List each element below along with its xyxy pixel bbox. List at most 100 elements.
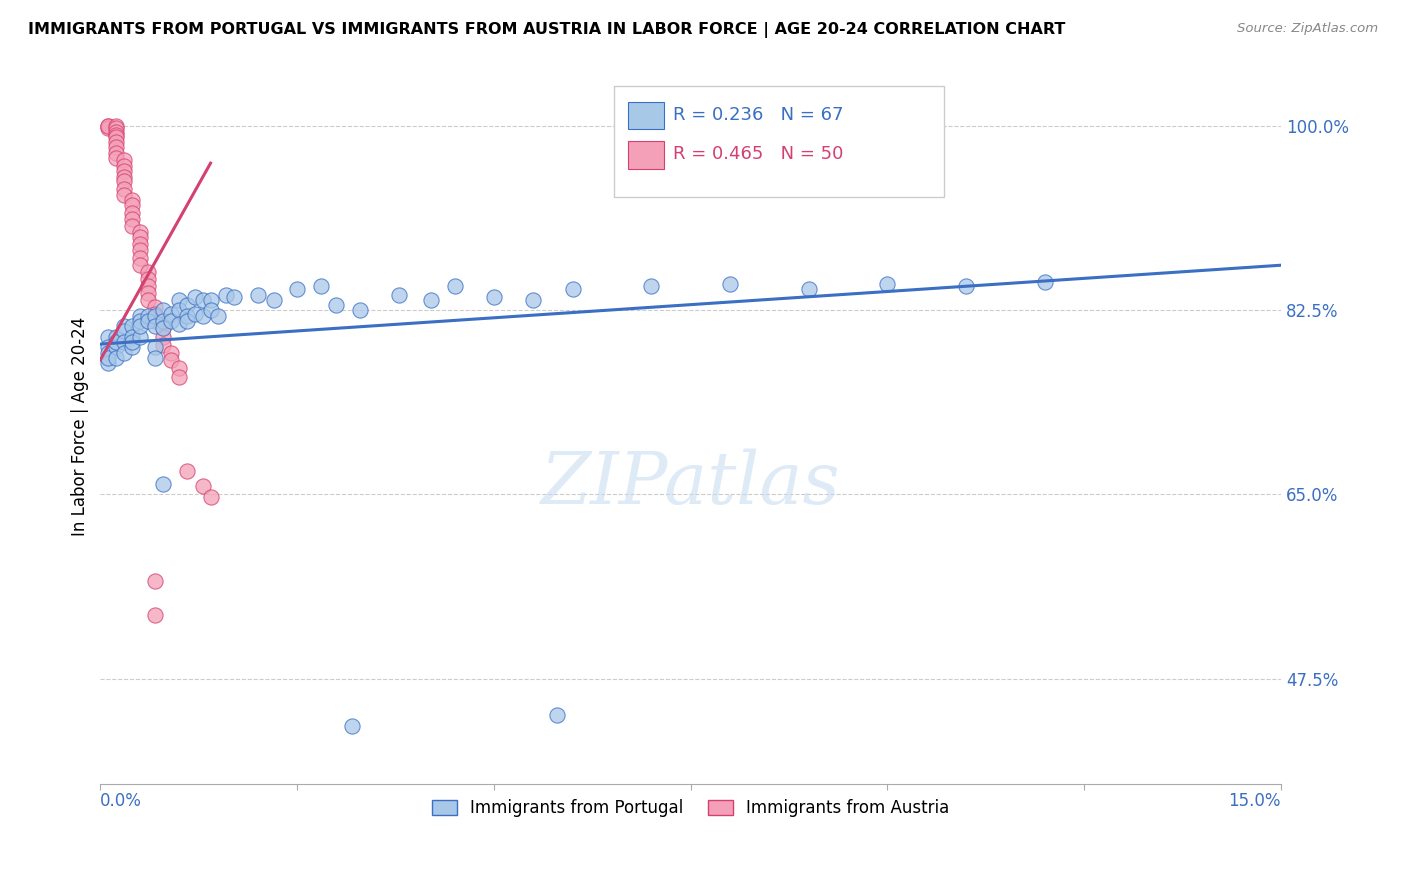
Point: [145, 351, 167, 365]
Point: [97, 356, 120, 370]
Text: IMMIGRANTS FROM PORTUGAL VS IMMIGRANTS FROM AUSTRIA IN LABOR FORCE | AGE 20-24 C: IMMIGRANTS FROM PORTUGAL VS IMMIGRANTS F…: [28, 22, 1066, 38]
Text: Source: ZipAtlas.com: Source: ZipAtlas.com: [1237, 22, 1378, 36]
Point: [136, 309, 159, 323]
Point: [482, 290, 505, 304]
Point: [152, 338, 174, 352]
Point: [136, 264, 159, 278]
Point: [97, 345, 120, 359]
Point: [112, 325, 135, 339]
Point: [876, 277, 898, 292]
Text: ZIPatlas: ZIPatlas: [541, 448, 841, 518]
Point: [105, 120, 128, 134]
Text: R = 0.465   N = 50: R = 0.465 N = 50: [673, 145, 844, 163]
Point: [955, 279, 977, 293]
Point: [112, 319, 135, 334]
Point: [105, 129, 128, 144]
Point: [176, 314, 198, 328]
Point: [128, 244, 150, 258]
Point: [112, 169, 135, 184]
Point: [145, 340, 167, 354]
Point: [388, 287, 411, 301]
Point: [152, 329, 174, 343]
Point: [419, 293, 441, 307]
Point: [121, 205, 143, 219]
Point: [797, 282, 820, 296]
Point: [718, 277, 741, 292]
Point: [167, 361, 190, 376]
Point: [207, 309, 229, 323]
Point: [160, 314, 183, 328]
Point: [128, 314, 150, 328]
Point: [145, 314, 167, 328]
Point: [145, 309, 167, 323]
Point: [546, 708, 568, 723]
Point: [160, 352, 183, 367]
Point: [167, 369, 190, 384]
Legend: Immigrants from Portugal, Immigrants from Austria: Immigrants from Portugal, Immigrants fro…: [423, 791, 957, 825]
Point: [105, 329, 128, 343]
Point: [145, 608, 167, 623]
Point: [112, 159, 135, 173]
Point: [121, 329, 143, 343]
Text: R = 0.236   N = 67: R = 0.236 N = 67: [673, 106, 844, 124]
Point: [97, 120, 120, 134]
Point: [112, 174, 135, 188]
Point: [152, 314, 174, 328]
Point: [121, 319, 143, 334]
Bar: [628, 142, 664, 169]
Point: [97, 120, 120, 134]
Point: [136, 272, 159, 286]
Point: [191, 309, 214, 323]
Point: [224, 290, 246, 304]
Text: 0.0%: 0.0%: [100, 792, 142, 810]
Point: [160, 345, 183, 359]
Point: [152, 303, 174, 318]
Point: [167, 303, 190, 318]
Point: [152, 477, 174, 491]
Point: [128, 309, 150, 323]
Point: [167, 317, 190, 331]
Point: [112, 334, 135, 349]
Y-axis label: In Labor Force | Age 20-24: In Labor Force | Age 20-24: [72, 317, 89, 536]
Point: [112, 163, 135, 178]
Point: [167, 293, 190, 307]
Point: [105, 125, 128, 139]
Point: [285, 282, 308, 296]
Point: [121, 193, 143, 207]
Point: [105, 351, 128, 365]
Point: [128, 329, 150, 343]
Point: [200, 293, 222, 307]
Point: [176, 464, 198, 478]
Point: [184, 290, 207, 304]
Point: [184, 307, 207, 321]
Point: [263, 293, 285, 307]
Point: [640, 279, 662, 293]
Point: [105, 334, 128, 349]
Point: [349, 303, 371, 318]
Point: [128, 237, 150, 252]
Point: [152, 321, 174, 335]
Point: [128, 258, 150, 272]
Point: [97, 340, 120, 354]
Point: [112, 345, 135, 359]
Point: [176, 298, 198, 312]
Point: [112, 153, 135, 167]
Text: 15.0%: 15.0%: [1229, 792, 1281, 810]
Point: [136, 279, 159, 293]
Point: [200, 490, 222, 504]
Point: [128, 319, 150, 334]
FancyBboxPatch shape: [614, 87, 945, 197]
Point: [145, 307, 167, 321]
Point: [136, 314, 159, 328]
Point: [246, 287, 269, 301]
Point: [128, 251, 150, 265]
Point: [522, 293, 544, 307]
Point: [200, 303, 222, 318]
Point: [97, 329, 120, 343]
Point: [121, 340, 143, 354]
Point: [443, 279, 465, 293]
Point: [191, 479, 214, 493]
Point: [105, 145, 128, 160]
Point: [121, 198, 143, 212]
Point: [191, 293, 214, 307]
